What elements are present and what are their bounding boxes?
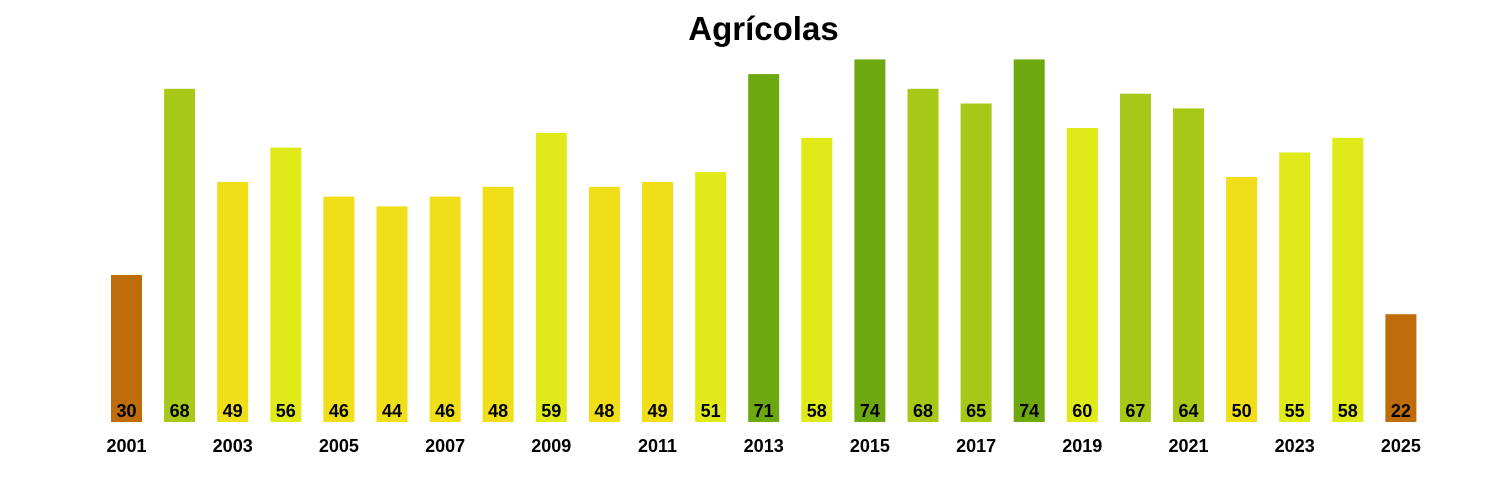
bar-2017 <box>960 103 992 422</box>
x-tick-label-2003: 2003 <box>213 436 253 456</box>
bar-2013 <box>748 74 780 422</box>
value-label-2025: 22 <box>1391 401 1411 421</box>
chart-title: Agrícolas <box>688 10 839 47</box>
bar-2008 <box>482 186 514 422</box>
value-label-2007: 46 <box>435 401 455 421</box>
bar-2005 <box>323 196 355 422</box>
x-tick-label-2007: 2007 <box>425 436 465 456</box>
value-label-2001: 30 <box>116 401 136 421</box>
value-label-2014: 58 <box>807 401 827 421</box>
bar-2001 <box>111 275 142 422</box>
bar-2015 <box>854 59 886 423</box>
bar-2002 <box>164 88 196 423</box>
bar-2022 <box>1226 177 1258 422</box>
x-tick-label-2013: 2013 <box>744 436 784 456</box>
value-label-2010: 48 <box>594 401 614 421</box>
value-label-2009: 59 <box>541 401 561 421</box>
value-label-2006: 44 <box>382 401 402 421</box>
value-label-2004: 56 <box>276 401 296 421</box>
bar-2012 <box>695 172 727 422</box>
bar-2020 <box>1119 93 1151 422</box>
x-tick-label-2009: 2009 <box>531 436 571 456</box>
x-tick-label-2005: 2005 <box>319 436 359 456</box>
value-labels-group: 30 68 49 56 46 44 46 48 59 48 49 51 71 58 74 68 65 74 60 67… <box>116 401 1410 421</box>
x-tick-label-2019: 2019 <box>1062 436 1102 456</box>
bar-2006 <box>376 206 408 422</box>
bar-2010 <box>588 186 620 422</box>
value-label-2016: 68 <box>913 401 933 421</box>
x-tick-label-2011: 2011 <box>638 436 677 456</box>
bar-2019 <box>1066 128 1098 422</box>
value-label-2012: 51 <box>701 401 721 421</box>
bar-2003 <box>217 181 249 422</box>
value-label-2005: 46 <box>329 401 349 421</box>
value-label-2024: 58 <box>1338 401 1358 421</box>
bar-2025 <box>1385 314 1417 422</box>
x-tick-labels-group: 2001 2003 2005 2007 2009 2011 2013 2015 2017 2019… <box>106 436 1420 456</box>
value-label-2023: 55 <box>1285 401 1305 421</box>
bar-2018 <box>1013 59 1045 423</box>
value-label-2021: 64 <box>1178 401 1198 421</box>
value-label-2013: 71 <box>754 401 774 421</box>
x-tick-label-2015: 2015 <box>850 436 890 456</box>
bar-2007 <box>429 196 461 422</box>
x-tick-label-2001: 2001 <box>106 436 146 456</box>
value-label-2020: 67 <box>1125 401 1145 421</box>
bar-2024 <box>1332 137 1364 423</box>
bars-group <box>111 59 1417 423</box>
bar-2021 <box>1173 108 1204 423</box>
bar-2016 <box>907 88 939 423</box>
value-label-2018: 74 <box>1019 401 1039 421</box>
x-tick-label-2017: 2017 <box>956 436 996 456</box>
value-label-2011: 49 <box>647 401 667 421</box>
bar-2023 <box>1279 152 1311 422</box>
bar-2004 <box>270 147 302 422</box>
bar-2014 <box>801 137 833 423</box>
bar-2009 <box>535 132 567 422</box>
x-tick-label-2021: 2021 <box>1168 436 1208 456</box>
value-label-2019: 60 <box>1072 401 1092 421</box>
bar-2011 <box>642 181 673 422</box>
value-label-2015: 74 <box>860 401 880 421</box>
value-label-2017: 65 <box>966 401 986 421</box>
x-tick-label-2025: 2025 <box>1381 436 1421 456</box>
x-tick-label-2023: 2023 <box>1275 436 1315 456</box>
value-label-2008: 48 <box>488 401 508 421</box>
value-label-2022: 50 <box>1232 401 1252 421</box>
value-label-2002: 68 <box>170 401 190 421</box>
value-label-2003: 49 <box>223 401 243 421</box>
